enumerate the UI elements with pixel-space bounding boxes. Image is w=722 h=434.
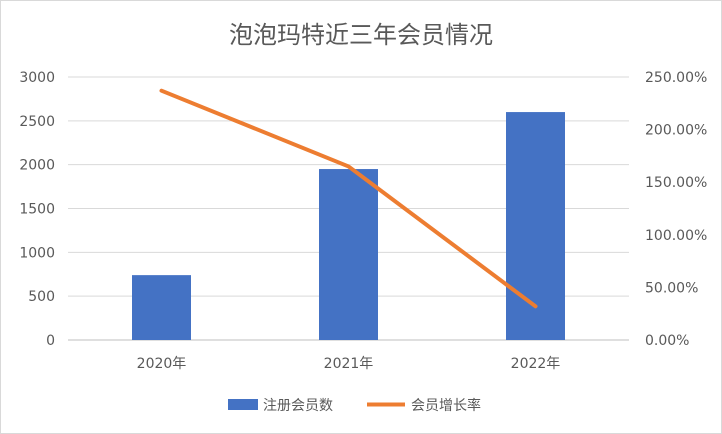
bar-registered-members <box>132 275 191 340</box>
bar-registered-members <box>506 112 565 340</box>
x-axis-tick-label: 2021年 <box>324 356 374 372</box>
left-axis-tick-label: 1000 <box>19 245 55 261</box>
x-axis-tick-label: 2022年 <box>511 356 561 372</box>
right-axis-tick-label: 200.00% <box>645 123 707 139</box>
x-axis-tick-label: 2020年 <box>137 356 187 372</box>
line-series <box>159 88 538 309</box>
left-axis-tick-label: 2000 <box>19 158 55 174</box>
right-axis-tick-label: 0.00% <box>645 333 689 349</box>
left-axis-tick-label: 1500 <box>19 202 55 218</box>
left-axis-tick-label: 3000 <box>19 70 55 86</box>
x-axis-ticks: 2020年 2021年 2022年 <box>137 356 561 372</box>
right-axis-tick-label: 250.00% <box>645 70 707 86</box>
legend-swatch-registered-members <box>228 399 258 410</box>
legend: 注册会员数 会员增长率 <box>228 397 481 414</box>
bar-series <box>132 112 565 340</box>
bar-registered-members <box>319 169 378 340</box>
legend-label-registered-members: 注册会员数 <box>263 398 333 414</box>
right-axis-tick-label: 100.00% <box>645 228 707 244</box>
legend-label-member-growth-rate: 会员增长率 <box>411 397 481 414</box>
right-axis-tick-label: 50.00% <box>645 280 698 296</box>
chart-title: 泡泡玛特近三年会员情况 <box>229 21 493 49</box>
left-axis-ticks: 0 500 1000 1500 2000 2500 3000 <box>19 70 55 349</box>
left-axis-tick-label: 500 <box>28 289 55 305</box>
left-axis-tick-label: 0 <box>46 333 55 349</box>
right-axis-tick-label: 150.00% <box>645 175 707 191</box>
right-axis-ticks: 0.00% 50.00% 100.00% 150.00% 200.00% 250.00% <box>645 70 707 349</box>
left-axis-tick-label: 2500 <box>19 114 55 130</box>
